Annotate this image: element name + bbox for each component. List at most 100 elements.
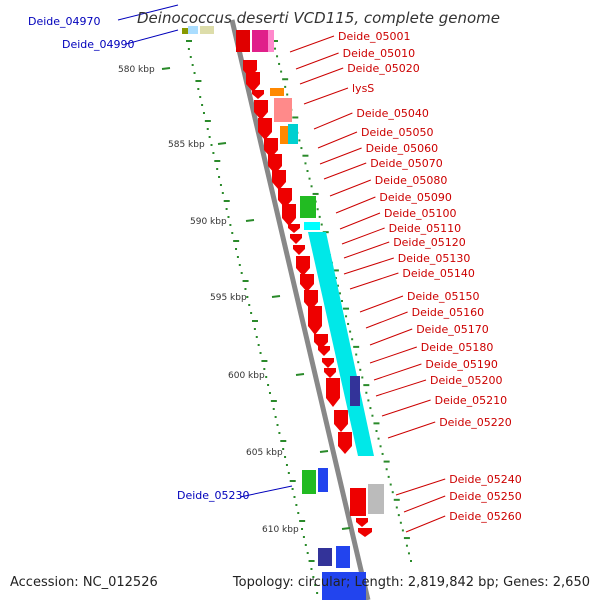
gene-block-red-low[interactable] (350, 488, 366, 516)
leader-line (349, 272, 399, 290)
gene-arrow[interactable] (278, 188, 292, 208)
gene-arrow[interactable] (338, 432, 352, 454)
gene-label[interactable]: Deide_05001 (338, 30, 411, 43)
gene-block-blue3[interactable] (322, 572, 366, 600)
gene-block-salmon[interactable] (274, 98, 292, 122)
gene-block-orange2[interactable] (280, 126, 288, 144)
gene-label[interactable]: Deide_05210 (435, 394, 508, 407)
gene-label[interactable]: Deide_05100 (384, 207, 457, 220)
gene-arrow[interactable] (288, 224, 300, 233)
gene-block-lightblue[interactable] (188, 26, 198, 34)
gene-arrow[interactable] (334, 410, 348, 432)
scale-label: 600 kbp (228, 371, 265, 381)
tick-dot (212, 152, 215, 154)
gene-label[interactable]: Deide_05130 (398, 252, 471, 265)
gene-label[interactable]: Deide_05230 (177, 489, 250, 502)
gene-block-green[interactable] (300, 196, 316, 218)
tick-dot (304, 162, 307, 165)
gene-block-cyan-small2[interactable] (304, 222, 320, 230)
map-title: Deinococcus deserti VCD115, complete gen… (137, 9, 500, 27)
gene-label[interactable]: Deide_05250 (449, 490, 522, 503)
gene-block-magenta[interactable] (252, 30, 268, 52)
gene-arrow[interactable] (356, 518, 368, 527)
gene-block-grey[interactable] (368, 484, 384, 514)
gene-arrow[interactable] (300, 274, 314, 292)
scale-tick (319, 450, 329, 453)
gene-label[interactable]: Deide_05160 (412, 306, 485, 319)
tick-dot (405, 544, 408, 547)
tick-dot (201, 104, 204, 106)
gene-label[interactable]: Deide_05020 (347, 62, 420, 75)
gene-arrow[interactable] (290, 234, 302, 244)
scale-label: 605 kbp (246, 448, 283, 458)
gene-label[interactable]: Deide_05080 (375, 174, 448, 187)
scale-tick (341, 527, 351, 530)
gene-label[interactable]: Deide_05260 (449, 510, 522, 523)
tick-dot (379, 445, 382, 448)
gene-label[interactable]: Deide_05140 (402, 267, 475, 280)
tick-dot (250, 312, 253, 314)
gene-arrow[interactable] (268, 154, 282, 174)
gene-arrow[interactable] (324, 368, 336, 378)
gene-block-orange[interactable] (270, 88, 284, 96)
gene-arrow[interactable] (254, 100, 268, 120)
gene-arrow[interactable] (318, 346, 330, 356)
gene-label[interactable]: Deide_05090 (379, 191, 452, 204)
gene-label[interactable]: Deide_05170 (416, 323, 489, 336)
gene-label[interactable]: Deide_05110 (389, 222, 462, 235)
gene-block-navy[interactable] (350, 376, 360, 406)
tick-dot (293, 496, 296, 498)
gene-arrow[interactable] (252, 90, 264, 99)
tick-dot (381, 452, 384, 455)
gene-block-blue[interactable] (318, 468, 328, 492)
tick-dot (272, 408, 275, 410)
gene-block-cyan-small[interactable] (288, 124, 298, 144)
gene-arrow[interactable] (282, 204, 296, 226)
gene-arrow[interactable] (293, 245, 305, 255)
gene-label[interactable]: lysS (352, 82, 374, 95)
gene-arrow[interactable] (322, 358, 334, 368)
gene-label[interactable]: Deide_05200 (430, 374, 503, 387)
gene-block-tan[interactable] (200, 26, 214, 34)
gene-block-blue2[interactable] (336, 546, 350, 568)
gene-arrow[interactable] (272, 170, 286, 190)
gene-arrow[interactable] (264, 138, 278, 158)
leader-line (343, 257, 394, 275)
gene-label[interactable]: Deide_04990 (62, 38, 135, 51)
gene-arrow[interactable] (308, 306, 322, 335)
gene-label[interactable]: Deide_05180 (421, 341, 494, 354)
gene-arrow[interactable] (326, 378, 340, 407)
gene-block-navy2[interactable] (318, 548, 332, 566)
leader-line (369, 346, 417, 364)
leader-line (343, 241, 390, 259)
gene-arrow[interactable] (246, 72, 260, 92)
gene-label[interactable]: Deide_05190 (425, 358, 498, 371)
tick-dot (367, 399, 370, 402)
gene-label[interactable]: Deide_05060 (366, 142, 439, 155)
gene-label[interactable]: Deide_05070 (370, 157, 443, 170)
gene-label[interactable]: Deide_05240 (449, 473, 522, 486)
gene-label[interactable]: Deide_05150 (407, 290, 480, 303)
tick-dot (246, 296, 249, 298)
gene-block-olive[interactable] (182, 28, 188, 34)
tick-dot (238, 264, 241, 266)
gene-block-top-red[interactable] (236, 30, 250, 52)
gene-arrow[interactable] (304, 290, 318, 310)
gene-block-green2[interactable] (302, 470, 316, 494)
gene-block-pink[interactable] (268, 30, 274, 52)
gene-arrow[interactable] (358, 528, 372, 537)
gene-arrow[interactable] (314, 334, 328, 349)
gene-arrow[interactable] (296, 256, 310, 276)
tick-dot (401, 529, 404, 532)
gene-label[interactable]: Deide_05050 (361, 126, 434, 139)
gene-label[interactable]: Deide_04970 (28, 15, 101, 28)
gene-arrow[interactable] (258, 118, 272, 140)
tick-dot (395, 506, 398, 509)
gene-label[interactable]: Deide_05040 (356, 107, 429, 120)
tick-dot (407, 552, 410, 555)
gene-label[interactable]: Deide_05120 (393, 236, 466, 249)
tick-dot (383, 460, 390, 463)
tick-dot (284, 85, 287, 88)
gene-label[interactable]: Deide_05010 (343, 47, 416, 60)
gene-label[interactable]: Deide_05220 (439, 416, 512, 429)
